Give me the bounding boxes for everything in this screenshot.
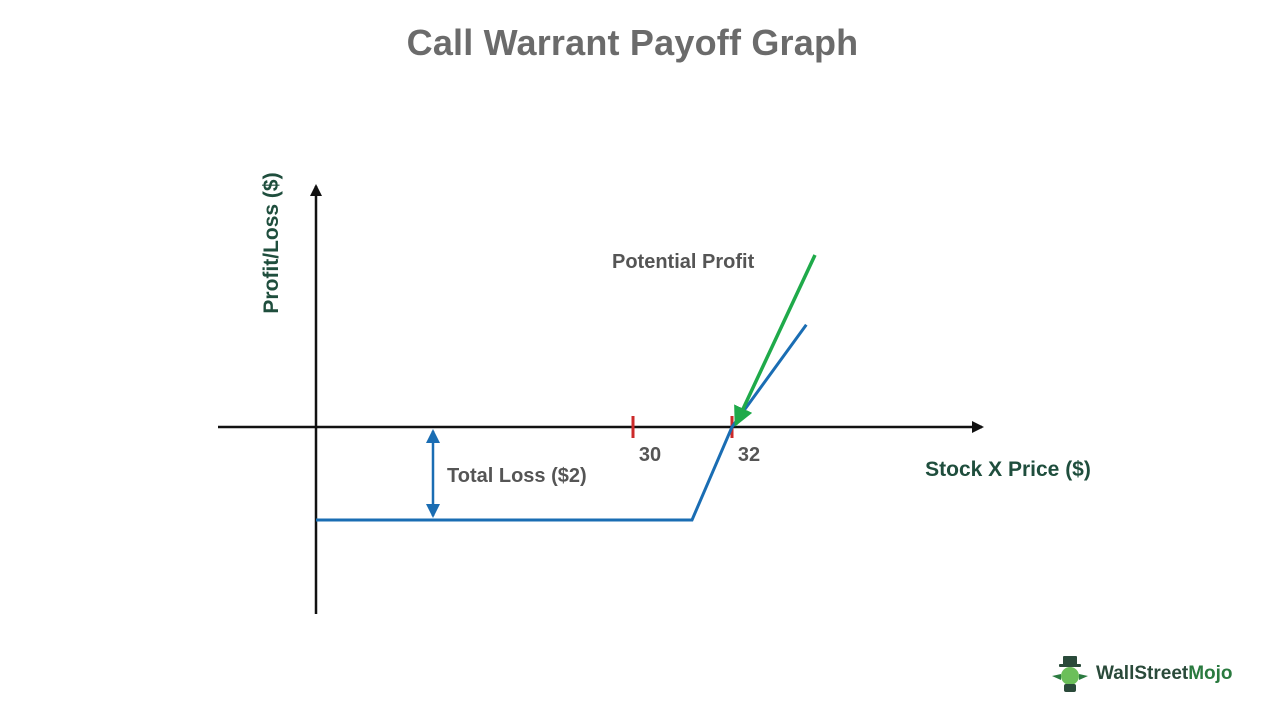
payoff-line — [316, 323, 808, 522]
potential-profit-arrow — [734, 254, 817, 427]
brand-mascot-icon — [1052, 656, 1088, 692]
brand-name: WallStreetMojo — [1096, 663, 1233, 685]
tick-label-30: 30 — [639, 444, 661, 466]
total-loss-label: Total Loss ($2) — [447, 465, 587, 487]
y-axis-label: Profit/Loss ($) — [260, 172, 283, 313]
potential-profit-label: Potential Profit — [612, 251, 755, 273]
tick-label-32: 32 — [738, 444, 760, 466]
brand-name-part2: Mojo — [1188, 663, 1233, 684]
chart-title: Call Warrant Payoff Graph — [406, 22, 859, 63]
brand-logo: WallStreetMojo — [1050, 654, 1233, 694]
brand-name-part1: WallStreet — [1096, 663, 1189, 684]
x-axis-label: Stock X Price ($) — [925, 458, 1091, 481]
